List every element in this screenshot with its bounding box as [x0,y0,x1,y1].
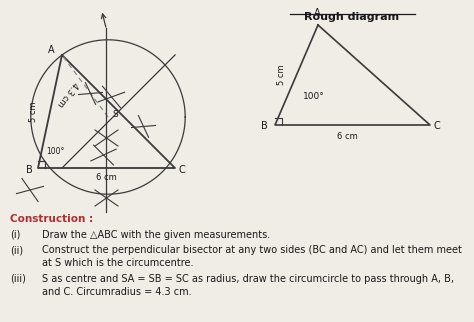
Text: A: A [48,45,55,55]
Text: A: A [314,8,320,18]
Text: B: B [26,165,33,175]
Text: 5 cm: 5 cm [277,65,286,85]
Text: C: C [179,165,186,175]
Text: S as centre and SA = SB = SC as radius, draw the circumcircle to pass through A,: S as centre and SA = SB = SC as radius, … [42,274,454,284]
Text: C: C [434,121,441,131]
Text: at S which is the circumcentre.: at S which is the circumcentre. [42,258,193,268]
Text: Rough diagram: Rough diagram [304,12,400,22]
Text: 6 cm: 6 cm [337,132,358,141]
Text: Construction :: Construction : [10,214,93,224]
Text: (i): (i) [10,230,20,240]
Text: and C. Circumradius = 4.3 cm.: and C. Circumradius = 4.3 cm. [42,287,191,297]
Text: 4.3 cm: 4.3 cm [55,80,79,108]
Text: (ii): (ii) [10,245,23,255]
Text: S: S [112,110,118,119]
Text: B: B [261,121,268,131]
Text: Construct the perpendicular bisector at any two sides (BC and AC) and let them m: Construct the perpendicular bisector at … [42,245,462,255]
Text: 6 cm: 6 cm [96,173,117,182]
Text: 5 cm: 5 cm [29,101,38,122]
Text: (iii): (iii) [10,274,26,284]
Text: 100°: 100° [46,147,64,156]
Text: Draw the △ABC with the given measurements.: Draw the △ABC with the given measurement… [42,230,270,240]
Text: 100°: 100° [303,92,325,101]
